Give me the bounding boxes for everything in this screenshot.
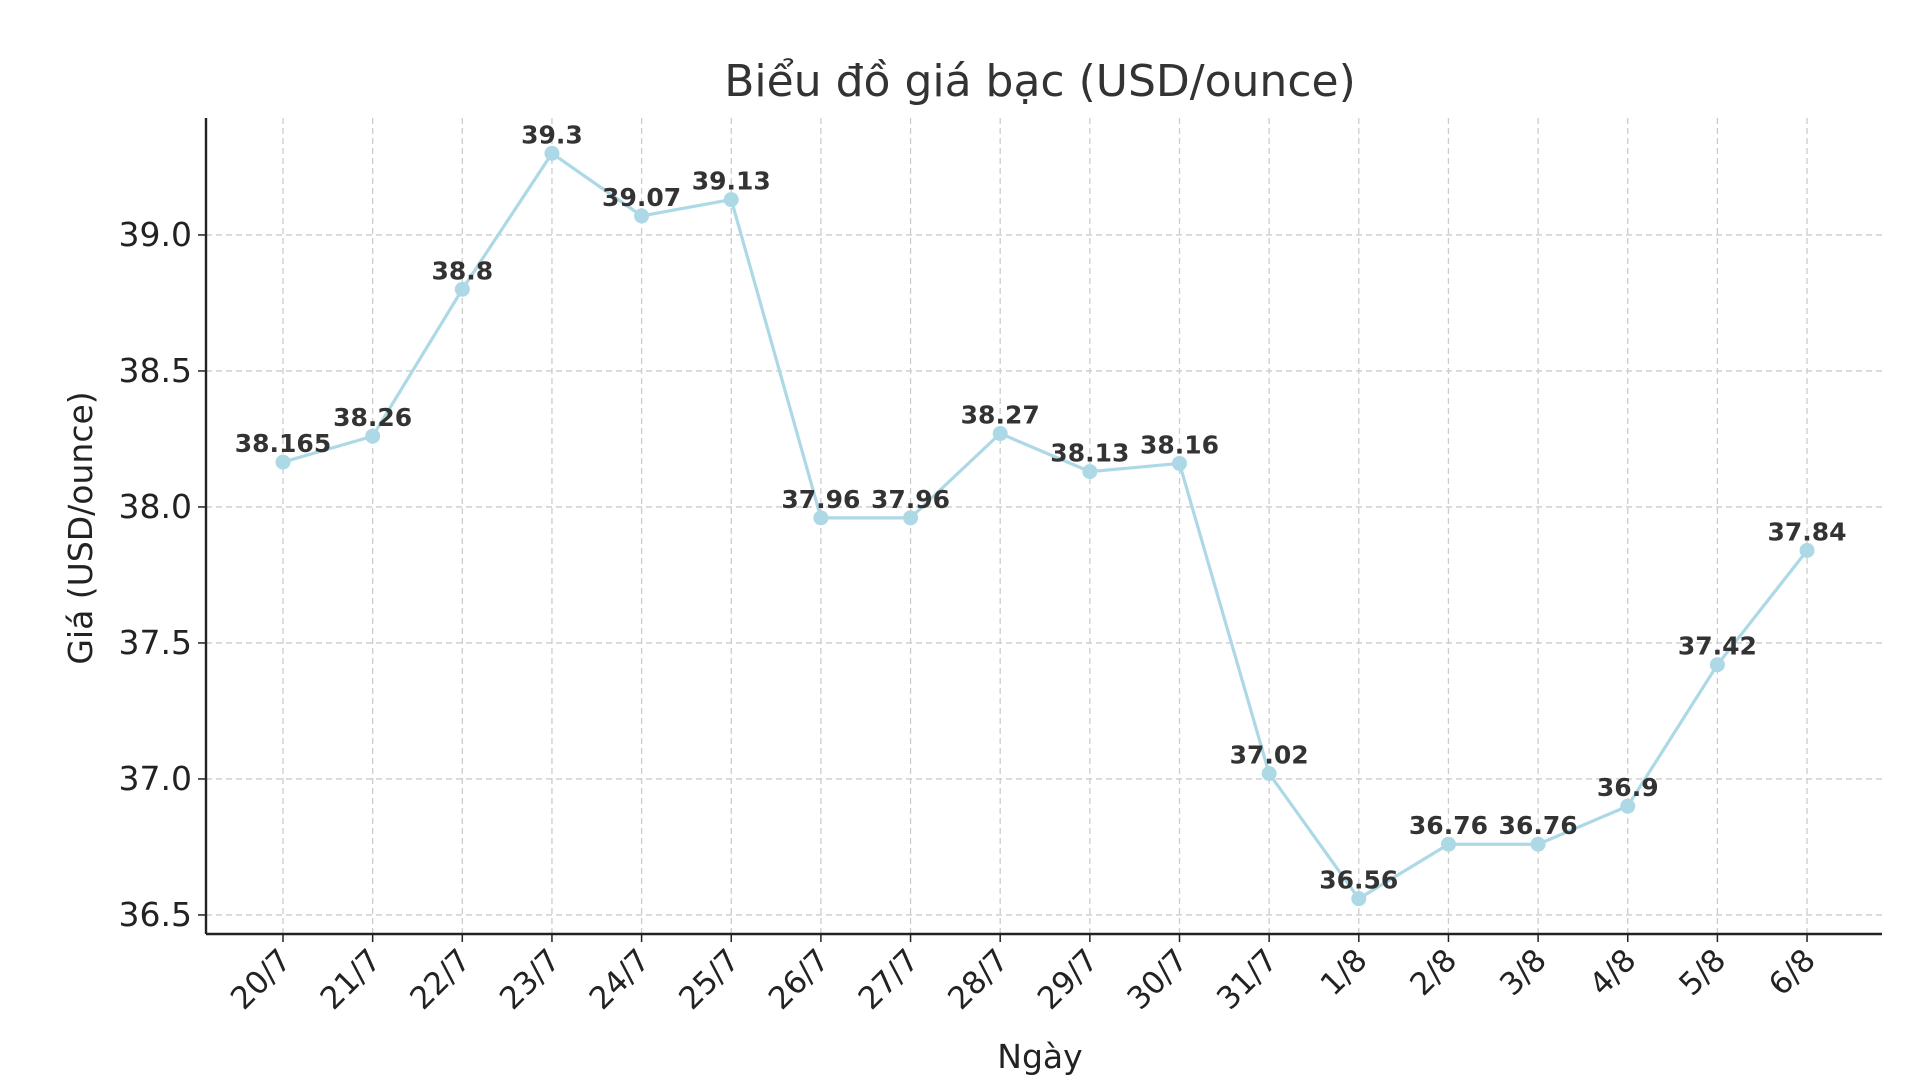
data-point xyxy=(1082,464,1098,480)
data-label: 38.26 xyxy=(333,403,412,432)
data-point xyxy=(544,145,560,161)
data-label: 37.42 xyxy=(1678,632,1757,661)
data-label: 37.96 xyxy=(781,485,860,514)
data-point xyxy=(1620,798,1636,814)
data-label: 37.96 xyxy=(871,485,950,514)
data-point xyxy=(1351,891,1367,907)
y-tick-label: 39.0 xyxy=(119,215,192,254)
chart-title: Biểu đồ giá bạc (USD/ounce) xyxy=(724,56,1356,107)
data-point xyxy=(1440,836,1456,852)
y-axis-label: Giá (USD/ounce) xyxy=(61,391,100,664)
y-tick-label: 38.5 xyxy=(119,351,192,390)
gridlines xyxy=(206,118,1882,934)
y-tick-label: 37.5 xyxy=(119,623,192,662)
data-label: 36.76 xyxy=(1499,811,1578,840)
series-line xyxy=(282,151,1809,901)
data-point xyxy=(903,510,919,526)
data-label: 37.84 xyxy=(1768,517,1847,546)
series-layer xyxy=(275,145,1815,907)
data-point xyxy=(1799,542,1815,558)
data-point xyxy=(1261,766,1277,782)
x-tick-label: 27/7 xyxy=(852,942,927,1017)
data-label: 38.8 xyxy=(431,256,493,285)
x-tick-label: 5/8 xyxy=(1672,942,1733,1003)
x-tick-label: 1/8 xyxy=(1314,942,1375,1003)
data-point xyxy=(454,281,470,297)
data-label: 39.13 xyxy=(692,167,771,196)
data-point xyxy=(634,208,650,224)
y-tick-label: 38.0 xyxy=(119,487,192,526)
x-tick-label: 24/7 xyxy=(583,942,658,1017)
x-tick-label: 31/7 xyxy=(1210,942,1285,1017)
axes: 20/7 21/7 22/7 23/7 24/7 25/7 26/7 27/7 28/7 29/7… xyxy=(119,118,1882,1017)
data-point xyxy=(1530,836,1546,852)
data-point xyxy=(723,192,739,208)
data-label: 39.07 xyxy=(602,183,681,212)
data-point xyxy=(1709,657,1725,673)
x-tick-label: 20/7 xyxy=(224,942,299,1017)
x-tick-label: 2/8 xyxy=(1403,942,1464,1003)
data-point xyxy=(275,454,291,470)
data-label: 39.3 xyxy=(521,120,583,149)
data-label: 37.02 xyxy=(1230,741,1309,770)
data-label: 38.165 xyxy=(235,429,331,458)
x-tick-label: 22/7 xyxy=(403,942,478,1017)
x-tick-label: 23/7 xyxy=(493,942,568,1017)
data-point xyxy=(365,428,381,444)
data-label: 36.56 xyxy=(1319,866,1398,895)
y-tick-label: 36.5 xyxy=(119,895,192,934)
data-label: 36.9 xyxy=(1597,773,1659,802)
data-point xyxy=(813,510,829,526)
x-tick-label: 6/8 xyxy=(1762,942,1823,1003)
x-tick-label: 26/7 xyxy=(762,942,837,1017)
x-tick-label: 4/8 xyxy=(1583,942,1644,1003)
y-tick-label: 37.0 xyxy=(119,759,192,798)
data-point xyxy=(1172,455,1187,471)
data-label: 38.13 xyxy=(1050,439,1129,468)
data-label: 38.16 xyxy=(1140,430,1219,459)
x-tick-label: 21/7 xyxy=(314,942,389,1017)
x-axis-label: Ngày xyxy=(997,1037,1082,1076)
data-point xyxy=(992,426,1008,442)
x-tick-label: 29/7 xyxy=(1031,942,1106,1017)
x-tick-label: 3/8 xyxy=(1493,942,1554,1003)
x-tick-label: 28/7 xyxy=(941,942,1016,1017)
data-label: 38.27 xyxy=(961,401,1040,430)
x-tick-label: 25/7 xyxy=(672,942,747,1017)
data-label: 36.76 xyxy=(1409,811,1488,840)
x-tick-label: 30/7 xyxy=(1120,942,1195,1017)
